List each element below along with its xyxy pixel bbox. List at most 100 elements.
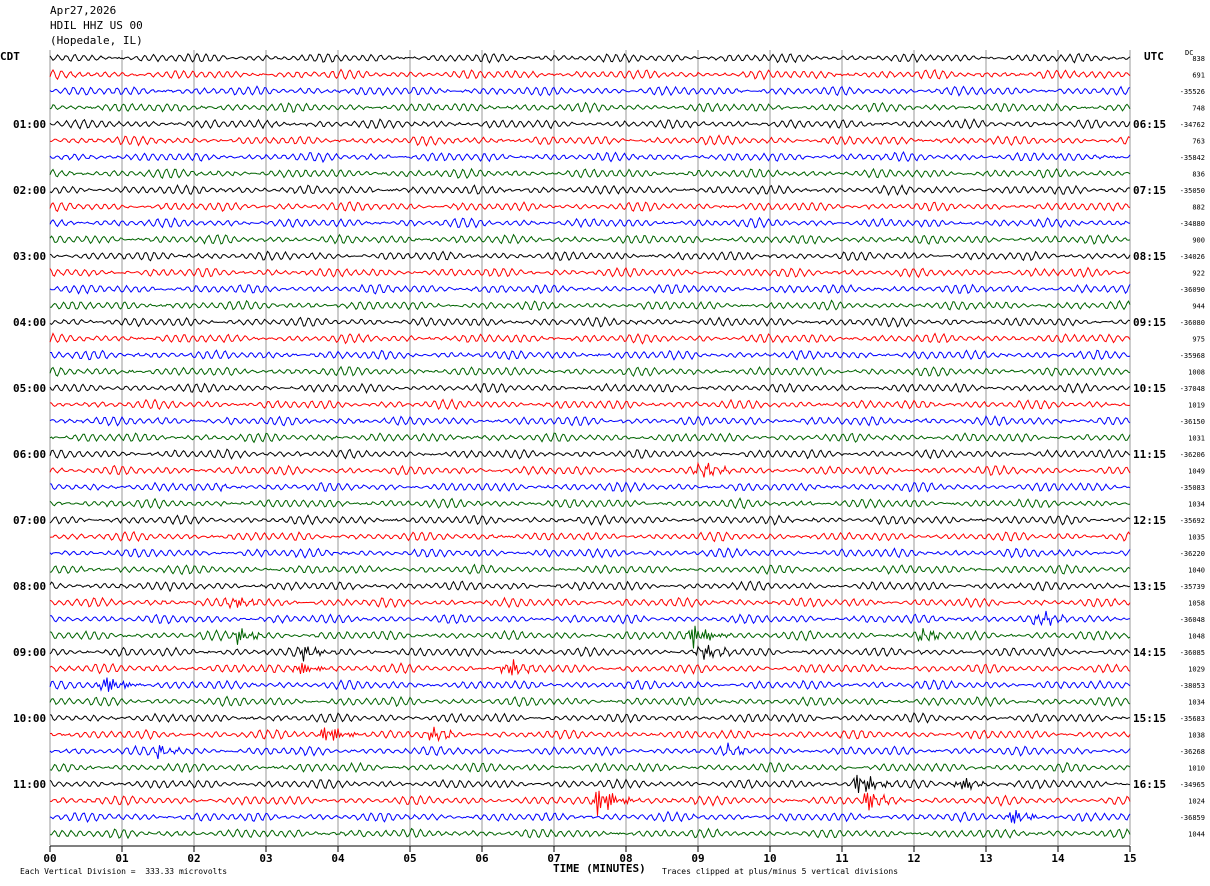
dc-offset-label: 882 (1192, 204, 1205, 212)
utc-hour-label: 06:15 (1133, 118, 1166, 131)
dc-offset-label: -35842 (1180, 154, 1205, 162)
utc-zone-label: UTC (1144, 50, 1164, 63)
trace-row (49, 432, 1131, 444)
utc-hour-label: 12:15 (1133, 514, 1166, 527)
trace-row (49, 201, 1131, 213)
dc-offset-label: -36220 (1180, 550, 1205, 558)
dc-offset-label: 1031 (1188, 435, 1205, 443)
trace-row (50, 827, 1131, 840)
utc-hour-label: 13:15 (1133, 580, 1166, 593)
utc-hour-label: 09:15 (1133, 316, 1166, 329)
trace-row (49, 448, 1131, 460)
x-tick-label: 03 (259, 852, 272, 865)
dc-offset-label: 1019 (1188, 402, 1205, 410)
trace-row (49, 761, 1131, 774)
dc-offset-label: -36048 (1180, 616, 1205, 624)
dc-offset-label: -35526 (1180, 88, 1205, 96)
cdt-hour-label: 08:00 (13, 580, 46, 593)
x-tick-label: 15 (1123, 852, 1136, 865)
trace-row (49, 233, 1131, 245)
trace-row (49, 596, 1131, 610)
dc-offset-label: -34762 (1180, 121, 1205, 129)
cdt-hour-label: 05:00 (13, 382, 46, 395)
header-station: HDIL HHZ US 00 (50, 19, 143, 32)
dc-offset-label: 1029 (1188, 666, 1205, 674)
x-tick-label: 13 (979, 852, 992, 865)
x-tick-label: 04 (331, 852, 345, 865)
x-tick-label: 11 (835, 852, 849, 865)
trace-row (49, 580, 1131, 593)
dc-label: DC (1185, 49, 1194, 57)
dc-offset-label: -36206 (1180, 451, 1205, 459)
dc-offset-label: 1048 (1188, 633, 1205, 641)
trace-row (49, 415, 1131, 427)
dc-offset-label: -35692 (1180, 517, 1205, 525)
dc-offset-label: 1044 (1188, 831, 1205, 839)
dc-offset-label: -35739 (1180, 583, 1205, 591)
dc-offset-label: -36859 (1180, 814, 1205, 822)
dc-offset-label: -35083 (1180, 484, 1205, 492)
trace-row (49, 266, 1131, 279)
x-tick-label: 14 (1051, 852, 1065, 865)
dc-offset-label: 1049 (1188, 468, 1205, 476)
trace-row (49, 299, 1131, 311)
trace-row (49, 547, 1131, 559)
trace-row (49, 712, 1131, 724)
trace-row (49, 151, 1131, 164)
dc-offset-label: 1024 (1188, 798, 1205, 806)
x-tick-label: 00 (43, 852, 56, 865)
dc-offset-label: 1010 (1188, 765, 1205, 773)
trace-row (49, 774, 1131, 793)
dc-offset-label: 922 (1192, 270, 1205, 278)
cdt-hour-label: 03:00 (13, 250, 46, 263)
utc-hour-label: 10:15 (1133, 382, 1166, 395)
x-tick-label: 10 (763, 852, 776, 865)
x-axis-title: TIME (MINUTES) (553, 862, 646, 875)
dc-offset-label: -34965 (1180, 781, 1205, 789)
dc-offset-label: 1008 (1188, 369, 1205, 377)
utc-hour-label: 15:15 (1133, 712, 1166, 725)
utc-hour-label: 07:15 (1133, 184, 1166, 197)
trace-row (49, 497, 1130, 510)
dc-offset-label: -36268 (1180, 748, 1205, 756)
trace-row (49, 398, 1131, 411)
trace-row (49, 659, 1131, 676)
trace-row (49, 365, 1131, 378)
dc-offset-label: 1034 (1188, 501, 1205, 509)
dc-offset-label: 838 (1192, 55, 1205, 63)
trace-row (49, 316, 1131, 328)
trace-row (49, 68, 1131, 81)
cdt-zone-label: CDT (0, 50, 20, 63)
dc-offset-label: 1035 (1188, 534, 1205, 542)
trace-row (49, 461, 1131, 478)
seismic-traces (49, 52, 1131, 840)
dc-offset-label: 1038 (1188, 732, 1205, 740)
cdt-hour-label: 11:00 (13, 778, 46, 791)
trace-row (49, 677, 1131, 692)
trace-row (50, 349, 1131, 361)
cdt-hour-label: 07:00 (13, 514, 46, 527)
trace-row (49, 644, 1131, 662)
dc-offset-label: -38053 (1180, 682, 1205, 690)
trace-row (49, 514, 1131, 527)
dc-offset-label: -35968 (1180, 352, 1205, 360)
trace-row (49, 563, 1131, 576)
trace-row (49, 101, 1131, 114)
dc-offset-label: -36150 (1180, 418, 1205, 426)
x-tick-label: 07 (547, 852, 560, 865)
header-date: Apr27,2026 (50, 4, 117, 17)
dc-offset-label: 1040 (1188, 567, 1205, 575)
dc-offset-label: -36085 (1180, 649, 1205, 657)
trace-row (49, 250, 1131, 262)
trace-row (49, 85, 1131, 97)
cdt-hour-label: 02:00 (13, 184, 46, 197)
x-tick-labels: 00 01 02 03 04 05 06 07 08 09 10 11 12 13 14 15 (43, 846, 1137, 865)
dc-offset-label: 944 (1192, 303, 1205, 311)
trace-row (49, 695, 1131, 708)
dc-offset-label: -35683 (1180, 715, 1205, 723)
x-tick-label: 01 (115, 852, 129, 865)
trace-row (49, 742, 1131, 760)
cdt-hour-labels: 01:00 02:00 03:00 04:00 05:00 06:00 07:00 08:00… (13, 118, 46, 791)
header-location: (Hopedale, IL) (50, 34, 143, 47)
